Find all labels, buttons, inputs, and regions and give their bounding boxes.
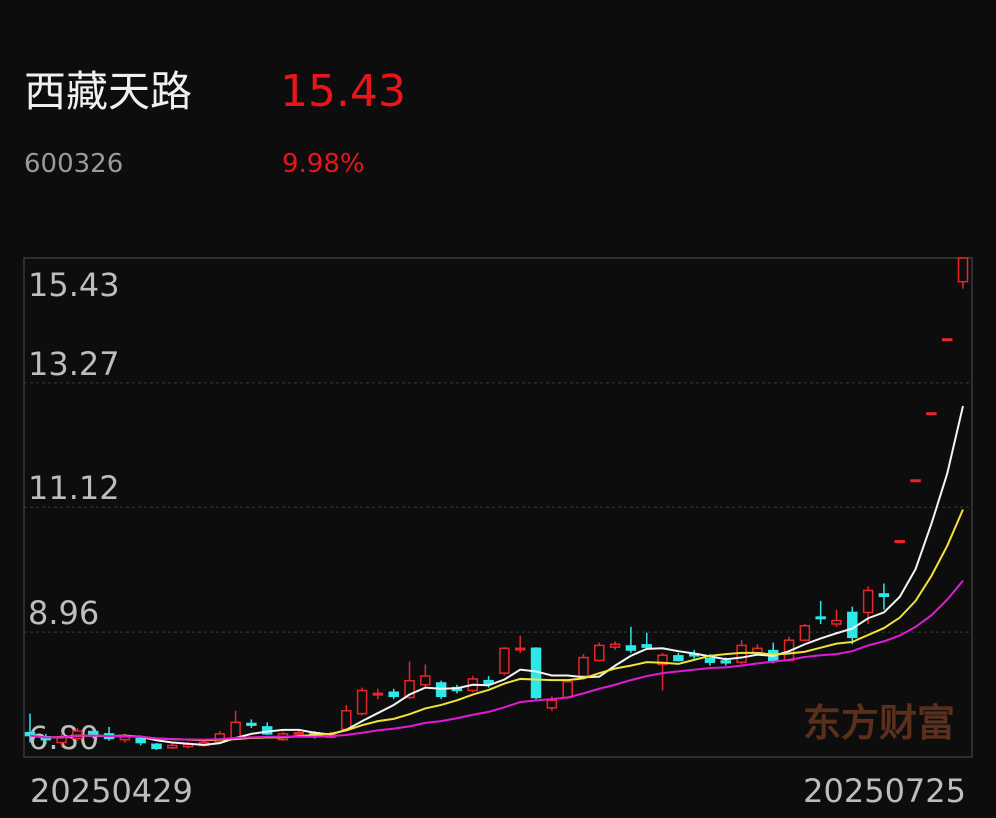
candle-body (246, 722, 257, 726)
y-tick-label: 15.43 (28, 266, 120, 304)
candle-body (230, 721, 241, 740)
candle-body (499, 647, 510, 674)
candle-body (151, 743, 162, 750)
stock-change: 9.98% (282, 149, 365, 179)
candle-body (167, 744, 178, 749)
y-tick-label: 11.12 (28, 469, 120, 507)
candle-body (578, 656, 589, 677)
candle-body (609, 643, 621, 648)
candle-body (657, 654, 668, 666)
candle-body (910, 479, 921, 483)
x-tick-label: 20250429 (30, 772, 193, 810)
moving-average-line (29, 580, 964, 741)
candle-body (720, 660, 732, 664)
candle-body (625, 645, 637, 651)
candle-body (941, 338, 953, 342)
candle-body (88, 730, 99, 736)
y-tick-label: 13.27 (28, 345, 120, 383)
candle-body (404, 679, 415, 699)
candle-body (815, 616, 826, 620)
y-tick-label: 8.96 (28, 594, 99, 632)
candle-body (356, 689, 368, 715)
candle-body (957, 257, 969, 283)
x-tick-label: 20250725 (803, 772, 966, 810)
candle-body (704, 657, 716, 663)
candle-body (420, 675, 431, 686)
candle-body (341, 709, 352, 730)
candle-body (641, 644, 652, 648)
candle-body (514, 647, 526, 651)
candle-body (388, 691, 399, 698)
candle-body (847, 611, 858, 639)
candle-body (293, 731, 305, 735)
candle-body (926, 412, 937, 416)
watermark: 东方财富 (803, 700, 955, 745)
candle-body (372, 692, 384, 696)
candle-body (594, 644, 605, 662)
candle-body (862, 589, 874, 614)
candle-body (562, 681, 573, 699)
candle-body (483, 679, 494, 685)
candle-body (831, 619, 842, 625)
moving-average-line (29, 405, 964, 746)
candle-body (878, 593, 890, 598)
candle-body (135, 737, 146, 744)
candle-body (673, 655, 684, 662)
stock-price: 15.43 (280, 66, 406, 117)
candle-body (894, 539, 905, 543)
stock-name: 西藏天路 (24, 67, 192, 116)
stock-code: 600326 (24, 149, 123, 179)
candle-body (546, 699, 558, 709)
candle-body (799, 624, 811, 641)
